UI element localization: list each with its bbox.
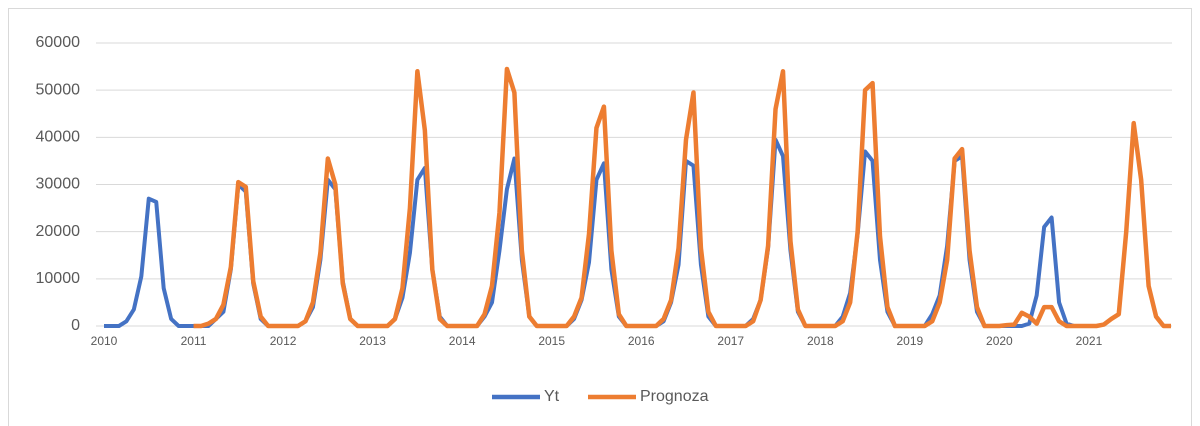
y-tick-label: 30000 [36, 176, 81, 193]
x-tick-label: 2011 [181, 334, 207, 348]
y-tick-label: 20000 [36, 223, 81, 240]
y-tick-label: 40000 [36, 129, 81, 146]
x-tick-label: 2012 [270, 334, 297, 348]
x-tick-label: 2020 [986, 334, 1013, 348]
chart-frame [8, 8, 1192, 426]
x-tick-label: 2014 [449, 334, 476, 348]
series-line [193, 66, 1171, 329]
x-tick-label: 2021 [1076, 334, 1103, 348]
x-tick-label: 2013 [359, 334, 386, 348]
x-tick-label: 2015 [538, 334, 565, 348]
x-tick-label: 2018 [807, 334, 834, 348]
y-tick-label: 50000 [36, 81, 81, 98]
x-tick-label: 2010 [91, 334, 118, 348]
x-tick-label: 2016 [628, 334, 655, 348]
y-tick-label: 60000 [36, 34, 81, 51]
legend-label: Yt [544, 388, 560, 405]
y-tick-label: 10000 [36, 270, 81, 287]
x-tick-label: 2019 [896, 334, 923, 348]
legend-label: Prognoza [640, 388, 709, 405]
y-tick-label: 0 [71, 317, 80, 334]
x-tick-label: 2017 [717, 334, 744, 348]
